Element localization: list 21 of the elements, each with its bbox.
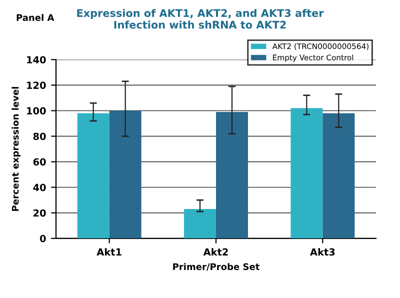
x-tick-label: Akt3 (310, 248, 335, 256)
x-tick-label: Akt2 (203, 248, 228, 256)
bar (109, 110, 142, 238)
y-tick-label: 0 (40, 234, 46, 242)
bar (290, 108, 323, 238)
y-axis-title: Percent expression level (12, 87, 20, 211)
x-tick-label: Akt1 (96, 248, 122, 256)
y-tick-label: 140 (27, 56, 46, 64)
y-tick-label: 100 (27, 107, 46, 115)
chart-title: Expression of AKT1, AKT2, and AKT3 after Infection with shRNA to AKT2 (77, 8, 324, 29)
y-tick-label: 120 (27, 82, 46, 89)
y-tick-label: 80 (33, 132, 46, 140)
bar (77, 113, 110, 238)
bar (184, 209, 216, 238)
y-tick-label: 20 (34, 209, 46, 217)
x-axis-title: Primer/Probe Set (173, 263, 260, 271)
bar (322, 113, 355, 238)
y-tick-label: 60 (33, 158, 46, 166)
text: Panel A (16, 14, 54, 21)
bar (216, 112, 248, 238)
y-tick-label: 40 (33, 184, 46, 192)
